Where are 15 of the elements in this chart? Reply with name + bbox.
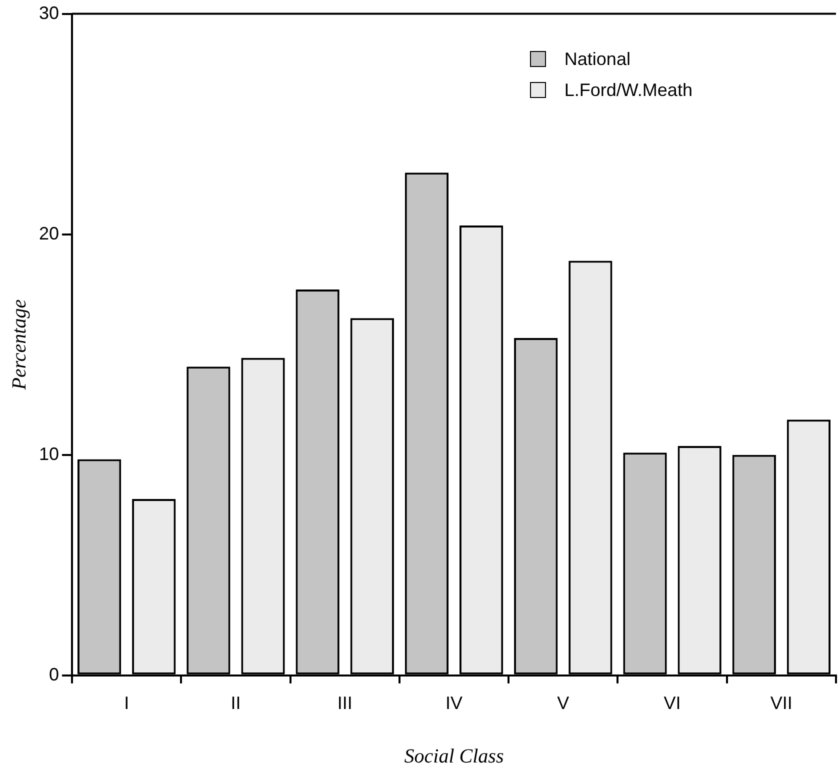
legend-label: National (564, 48, 630, 71)
x-tick-label: V (557, 693, 570, 714)
y-axis-title: Percentage (8, 299, 30, 391)
y-tick-label: 20 (38, 223, 60, 244)
x-tick-label: I (124, 693, 130, 714)
y-tick-label: 30 (38, 2, 60, 23)
x-axis-title: Social Class (404, 745, 504, 768)
x-tick-label: IV (446, 693, 463, 714)
x-tick-label: VI (664, 693, 681, 714)
y-tick-label: 10 (38, 444, 60, 464)
y-tick-label: 0 (49, 664, 60, 684)
legend-label: L.Ford/W.Meath (564, 78, 692, 102)
x-tick-label: III (337, 693, 352, 714)
x-tick-label: VII (770, 693, 792, 714)
x-tick-label: II (230, 693, 241, 714)
